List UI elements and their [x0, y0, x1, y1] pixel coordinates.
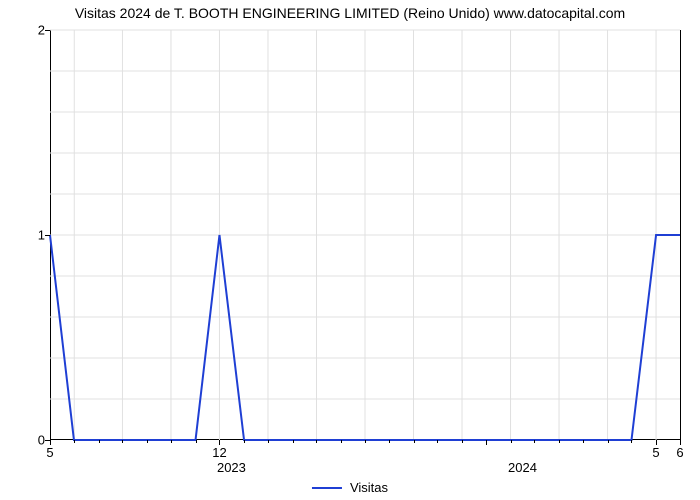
- xtick-label: 6: [676, 445, 683, 460]
- xtick-minor-mark: [631, 440, 632, 443]
- xtick-mark: [486, 440, 487, 445]
- xtick-minor-mark: [196, 440, 197, 443]
- legend-label: Visitas: [350, 480, 388, 495]
- xtick-minor-mark: [534, 440, 535, 443]
- xtick-minor-mark: [462, 440, 463, 443]
- ytick-label: 0: [38, 433, 45, 448]
- xtick-minor-mark: [608, 440, 609, 443]
- xtick-minor-mark: [437, 440, 438, 443]
- legend: Visitas: [312, 480, 388, 495]
- xtick-minor-mark: [293, 440, 294, 443]
- xtick-minor-mark: [559, 440, 560, 443]
- xtick-minor-mark: [414, 440, 415, 443]
- xtick-minor-mark: [316, 440, 317, 443]
- legend-swatch: [312, 487, 342, 489]
- chart-container: Visitas 2024 de T. BOOTH ENGINEERING LIM…: [0, 0, 700, 500]
- xtick-minor-mark: [147, 440, 148, 443]
- plot-area: [50, 30, 681, 440]
- xtick-minor-mark: [171, 440, 172, 443]
- ytick-label: 2: [38, 23, 45, 38]
- xtick-year-label: 2023: [217, 460, 246, 475]
- ytick-label: 1: [38, 228, 45, 243]
- xtick-label: 12: [212, 445, 226, 460]
- xtick-minor-mark: [268, 440, 269, 443]
- ytick-mark: [45, 235, 50, 236]
- xtick-year-label: 2024: [508, 460, 537, 475]
- xtick-label: 5: [46, 445, 53, 460]
- xtick-minor-mark: [583, 440, 584, 443]
- xtick-minor-mark: [341, 440, 342, 443]
- xtick-minor-mark: [74, 440, 75, 443]
- xtick-minor-mark: [389, 440, 390, 443]
- ytick-mark: [45, 30, 50, 31]
- xtick-minor-mark: [365, 440, 366, 443]
- xtick-label: 5: [652, 445, 659, 460]
- line-chart-svg: [50, 30, 680, 440]
- xtick-minor-mark: [99, 440, 100, 443]
- xtick-minor-mark: [244, 440, 245, 443]
- chart-title: Visitas 2024 de T. BOOTH ENGINEERING LIM…: [0, 0, 700, 21]
- xtick-minor-mark: [122, 440, 123, 443]
- xtick-minor-mark: [511, 440, 512, 443]
